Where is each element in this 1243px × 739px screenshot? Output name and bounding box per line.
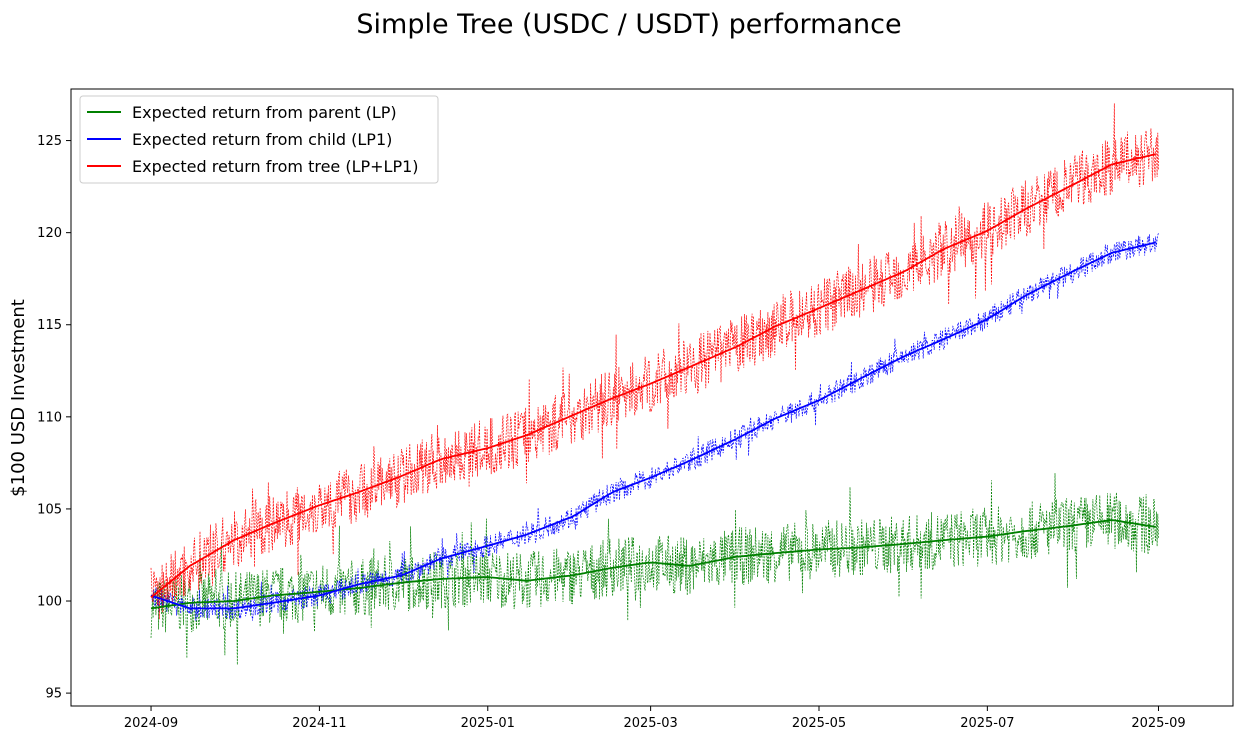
series-line-1 [150,519,1156,610]
legend-label-2: Expected return from child (LP1) [132,130,392,149]
y-axis-label: $100 USD Investment [8,299,29,497]
legend: Expected return from parent (LP) Expected… [79,95,439,184]
x-tick-label: 2025-05 [792,716,846,731]
y-tick-label: 95 [45,687,62,702]
chart-title: Simple Tree (USDC / USDT) performance [356,9,901,40]
y-tick-label: 100 [37,595,62,610]
x-tick-label: 2024-11 [292,716,346,731]
legend-label-3: Expected return from tree (LP+LP1) [132,157,419,176]
x-tick-label: 2025-03 [623,716,677,731]
plot-frame [70,88,1234,707]
plot-area [150,103,1159,665]
y-axis: 95 100 105 110 115 120 125 [37,134,71,702]
y-tick-label: 120 [37,226,62,241]
legend-label-1: Expected return from parent (LP) [132,103,397,122]
y-tick-label: 105 [37,502,62,517]
series-line-3 [150,153,1156,599]
x-tick-label: 2025-01 [461,716,515,731]
y-tick-label: 125 [37,134,62,149]
series-line-2 [150,241,1156,610]
x-axis: 2024-09 2024-11 2025-01 2025-03 2025-05 2025-… [124,706,1186,731]
legend-frame [79,95,439,184]
x-tick-label: 2024-09 [124,716,178,731]
series-raw-line-3 [150,103,1159,620]
y-tick-label: 115 [37,318,62,333]
x-tick-label: 2025-09 [1131,716,1185,731]
x-tick-label: 2025-07 [960,716,1014,731]
y-tick-label: 110 [37,410,62,425]
